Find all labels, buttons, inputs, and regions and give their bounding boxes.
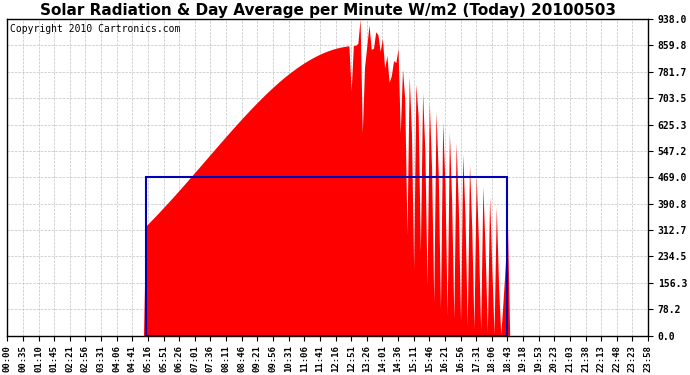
Title: Solar Radiation & Day Average per Minute W/m2 (Today) 20100503: Solar Radiation & Day Average per Minute… — [40, 3, 615, 18]
Text: Copyright 2010 Cartronics.com: Copyright 2010 Cartronics.com — [10, 24, 181, 34]
Bar — [146, 177, 507, 336]
